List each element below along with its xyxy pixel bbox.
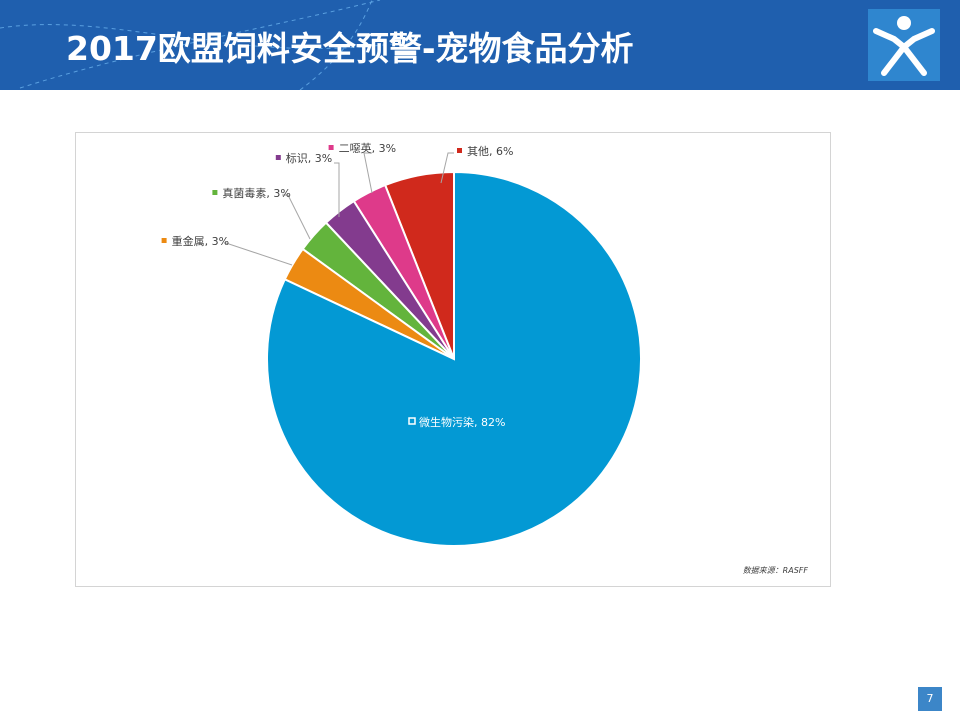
label-marker-3 [275, 155, 281, 160]
leader-line-3 [334, 162, 340, 217]
label-marker-6 [408, 417, 416, 425]
pie-chart: 其他, 6% 二噁英, 3% 标识, 3% 真菌毒素, 3% 重金属, 3% 微生物污染,… [161, 141, 642, 547]
leader-line-5 [224, 242, 293, 266]
header-wave-decoration [0, 0, 421, 90]
data-label-6: 微生物污染, 82% [419, 415, 505, 429]
data-label-1: 其他, 6% [467, 145, 513, 158]
leader-line-1 [440, 152, 454, 184]
label-marker-4 [212, 190, 218, 195]
leader-line-2 [363, 152, 373, 194]
chart-container: 其他, 6% 二噁英, 3% 标识, 3% 真菌毒素, 3% 重金属, 3% 微生物污染,… [75, 132, 831, 587]
pie-slices [266, 170, 642, 547]
leader-line-4 [282, 194, 311, 240]
slide-title: 2017欧盟饲料安全预警-宠物食品分析 [66, 29, 634, 68]
data-source-note: 数据来源：RASFF [742, 566, 808, 575]
data-label-4: 真菌毒素, 3% [222, 186, 290, 200]
page-number: 7 [918, 687, 942, 711]
logo-figure-icon [873, 16, 935, 76]
label-marker-5 [161, 238, 167, 243]
slide-header: 2017欧盟饲料安全预警-宠物食品分析 [0, 0, 960, 90]
data-label-3: 标识, 3% [286, 151, 332, 165]
label-marker-1 [457, 148, 462, 153]
label-marker-2 [328, 145, 334, 150]
data-label-5: 重金属, 3% [172, 234, 229, 248]
brand-logo [868, 9, 940, 81]
data-label-2: 二噁英, 3% [339, 141, 396, 155]
pie-slice-6 [266, 170, 642, 547]
